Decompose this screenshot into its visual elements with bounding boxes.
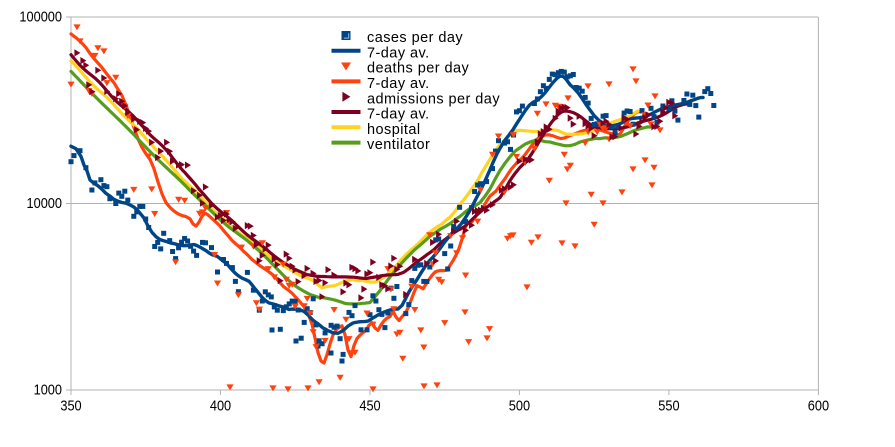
svg-text:600: 600	[808, 398, 829, 415]
svg-text:550: 550	[658, 398, 679, 415]
svg-text:7-day av.: 7-day av.	[367, 76, 430, 92]
svg-text:ventilator: ventilator	[367, 137, 430, 153]
svg-text:100000: 100000	[19, 8, 62, 25]
svg-text:7-day av.: 7-day av.	[367, 45, 430, 61]
svg-text:350: 350	[60, 398, 81, 415]
svg-text:cases per day: cases per day	[367, 30, 463, 46]
svg-text:450: 450	[359, 398, 380, 415]
svg-text:400: 400	[210, 398, 231, 415]
svg-text:7-day av.: 7-day av.	[367, 107, 430, 123]
svg-text:hospital: hospital	[367, 122, 421, 138]
svg-text:1000: 1000	[34, 381, 62, 398]
svg-text:admissions per day: admissions per day	[367, 91, 500, 107]
svg-text:10000: 10000	[27, 195, 63, 212]
svg-text:500: 500	[509, 398, 530, 415]
svg-text:deaths per day: deaths per day	[367, 61, 470, 77]
